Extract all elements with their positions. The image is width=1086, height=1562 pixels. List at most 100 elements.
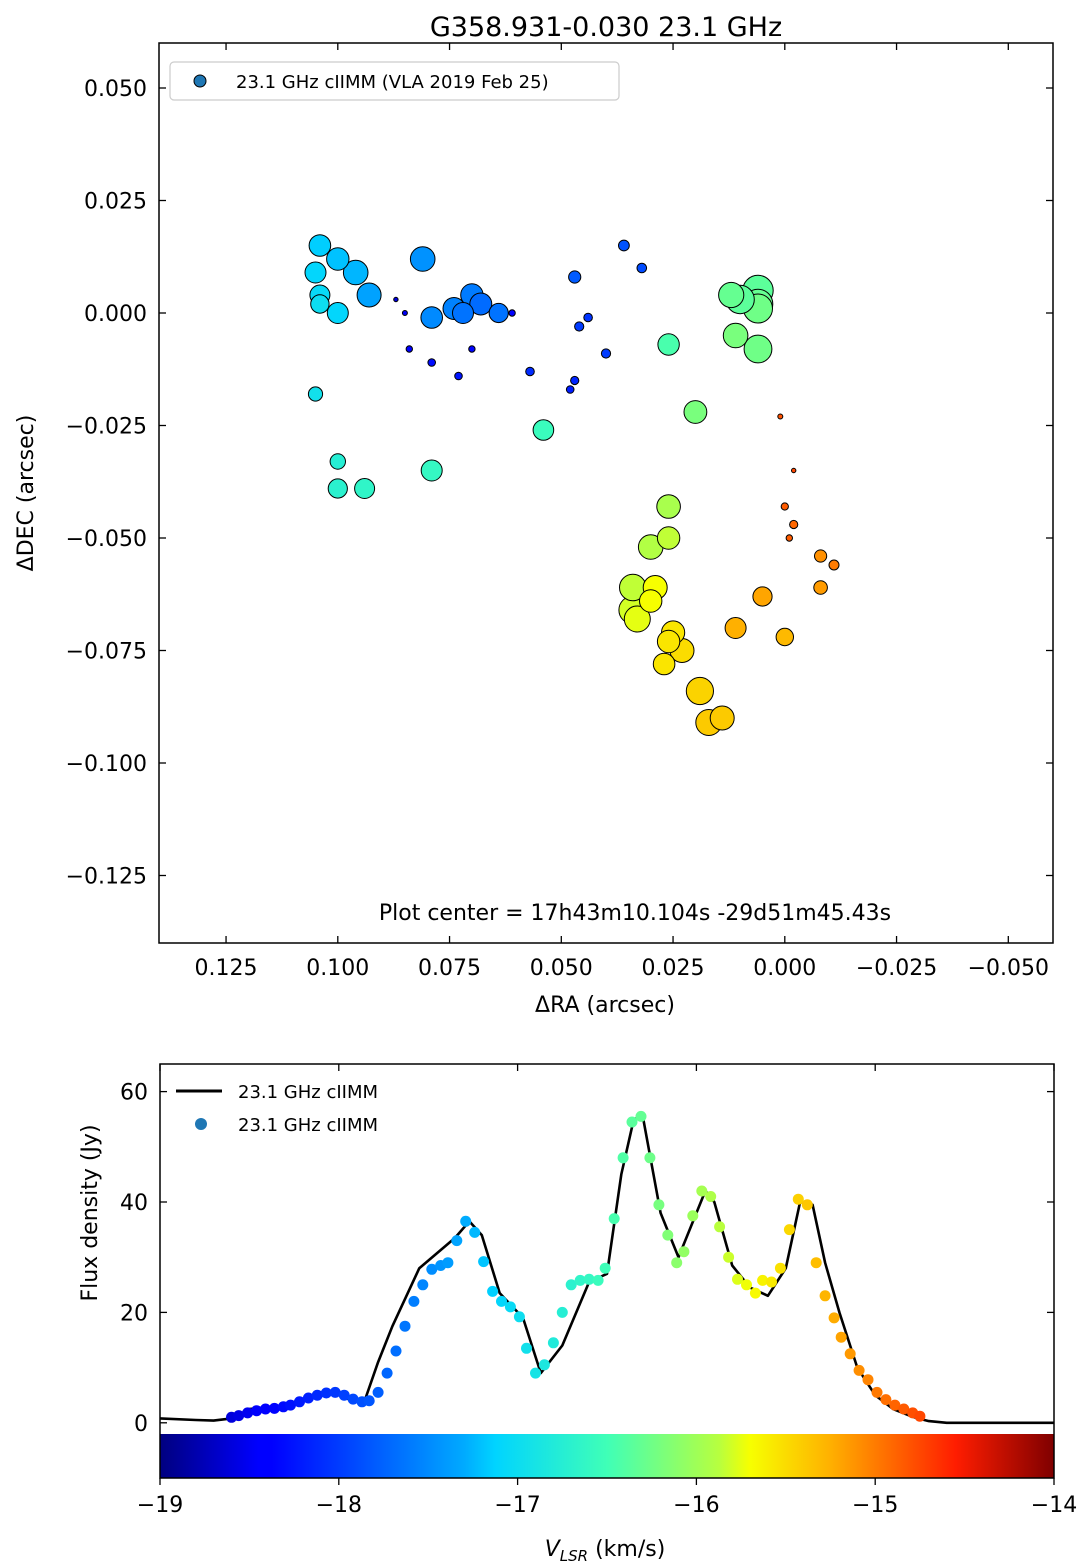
- spectrum-points: [226, 1110, 926, 1423]
- maser-spot: [420, 306, 444, 329]
- spot-map-ytick-label: −0.100: [66, 752, 147, 777]
- spectrum-point: [363, 1395, 375, 1407]
- spectrum-point: [496, 1295, 507, 1307]
- maser-spot: [623, 605, 651, 633]
- spectrum-point: [844, 1348, 856, 1360]
- spectrum-xtick-label: −15: [852, 1493, 898, 1518]
- spectrum-point: [268, 1402, 280, 1414]
- maser-spot: [409, 246, 436, 272]
- spot-map-ylabel: ΔDEC (arcsec): [14, 415, 39, 572]
- spectrum-ylabel: Flux density (Jy): [78, 1124, 103, 1301]
- spot-map-frame: [158, 42, 1054, 944]
- spectrum-point: [757, 1274, 769, 1286]
- spot-map-ytick-label: 0.000: [84, 302, 147, 327]
- spectrum-point: [460, 1215, 472, 1227]
- maser-spot: [791, 467, 797, 474]
- spectrum-point: [583, 1273, 595, 1285]
- spectrum-point: [723, 1251, 735, 1263]
- spot-map-annotation: Plot center = 17h43m10.104s -29d51m45.43…: [379, 901, 891, 926]
- spectrum-point: [671, 1257, 683, 1269]
- spectrum-point: [835, 1331, 847, 1343]
- maser-spot: [722, 322, 749, 349]
- spectrum-point: [801, 1199, 813, 1211]
- spot-map-legend: 23.1 GHz cIIMM (VLA 2019 Feb 25): [169, 61, 620, 101]
- maser-spot: [600, 348, 612, 359]
- spectrum-xtick-label: −19: [137, 1493, 183, 1518]
- spectrum-legend-marker-label: 23.1 GHz cIIMM: [238, 1115, 378, 1136]
- maser-spot: [813, 580, 828, 595]
- spectrum-point: [871, 1386, 883, 1398]
- spot-map-panel: G358.931-0.030 23.1 GHz 0.125 0.100 0.075 0…: [14, 12, 1054, 1018]
- maser-spot: [356, 282, 382, 308]
- spot-map-ytick-label: −0.125: [66, 865, 147, 890]
- svg-text:VLSR (km/s): VLSR (km/s): [545, 1537, 666, 1562]
- maser-spot: [469, 292, 493, 316]
- spectrum-frame: [159, 1063, 1055, 1479]
- spectrum-point: [880, 1394, 892, 1406]
- spectrum-point: [372, 1386, 384, 1398]
- spectrum-point: [828, 1312, 840, 1324]
- maser-spot: [488, 302, 509, 324]
- maser-spot: [420, 459, 443, 482]
- spectrum-legend-marker: [195, 1118, 207, 1130]
- maser-spot: [652, 652, 676, 676]
- spectrum-point: [853, 1364, 865, 1376]
- spectrum-point: [469, 1226, 481, 1238]
- spectrum-point: [285, 1399, 296, 1411]
- maser-spot: [618, 239, 630, 252]
- maser-spot: [657, 333, 680, 356]
- maser-spot: [393, 296, 399, 303]
- maser-spot: [568, 270, 582, 284]
- spectrum-point: [538, 1359, 550, 1371]
- maser-spot: [709, 705, 735, 731]
- spectrum-point: [653, 1199, 665, 1211]
- maser-spot: [828, 559, 840, 571]
- spectrum-point: [311, 1389, 323, 1401]
- maser-spot: [814, 549, 828, 563]
- spectrum-point: [732, 1273, 743, 1285]
- spectrum-ytick-label: 40: [120, 1191, 148, 1216]
- spectrum-ticks: −19 −18 −17 −16 −15 −14 0 20 40 60: [120, 1064, 1077, 1518]
- spectrum-point: [810, 1257, 822, 1269]
- spectrum-legend: 23.1 GHz cIIMM 23.1 GHz cIIMM: [176, 1082, 378, 1136]
- spectrum-ytick-label: 20: [120, 1301, 148, 1326]
- maser-spot: [785, 534, 793, 542]
- maser-spot: [468, 345, 476, 353]
- maser-spot: [452, 302, 474, 324]
- maser-spot: [636, 262, 648, 274]
- spectrum-point: [599, 1262, 611, 1274]
- maser-spot: [685, 676, 715, 706]
- spectrum-point: [417, 1279, 429, 1291]
- maser-spot: [777, 413, 784, 420]
- spectrum-point: [766, 1276, 777, 1288]
- spot-map-xtick-label: 0.125: [195, 956, 258, 981]
- maser-spot: [310, 294, 330, 314]
- spectrum-point: [547, 1337, 559, 1349]
- spot-map-points: [304, 234, 840, 736]
- maser-spot: [775, 627, 794, 647]
- spectrum-panel: −19 −18 −17 −16 −15 −14 0 20 40 60 VLSR (km/s) Fl…: [78, 1063, 1077, 1562]
- spectrum-point: [347, 1393, 359, 1405]
- spectrum-point: [714, 1221, 726, 1233]
- maser-spot: [307, 386, 324, 402]
- spectrum-point: [792, 1193, 804, 1205]
- spectrum-point: [251, 1405, 263, 1417]
- maser-spot: [342, 259, 369, 286]
- maser-spot: [683, 400, 708, 424]
- spectrum-xtick-label: −18: [316, 1493, 362, 1518]
- spot-map-xtick-label: 0.050: [530, 956, 593, 981]
- maser-spot: [304, 261, 327, 284]
- maser-spot: [427, 358, 437, 367]
- spot-map-legend-label: 23.1 GHz cIIMM (VLA 2019 Feb 25): [236, 72, 549, 93]
- spot-map-ytick-label: 0.050: [84, 77, 147, 102]
- maser-spot: [724, 617, 747, 639]
- spectrum-xtick-label: −17: [494, 1493, 540, 1518]
- spectrum-point: [565, 1279, 577, 1291]
- maser-spot: [780, 502, 789, 511]
- maser-spot: [656, 494, 681, 519]
- spot-map-ytick-label: −0.025: [66, 415, 147, 440]
- spot-map-legend-box: [169, 61, 620, 101]
- spectrum-point: [635, 1110, 647, 1122]
- maser-spot: [308, 234, 332, 257]
- spectrum-point: [521, 1342, 532, 1354]
